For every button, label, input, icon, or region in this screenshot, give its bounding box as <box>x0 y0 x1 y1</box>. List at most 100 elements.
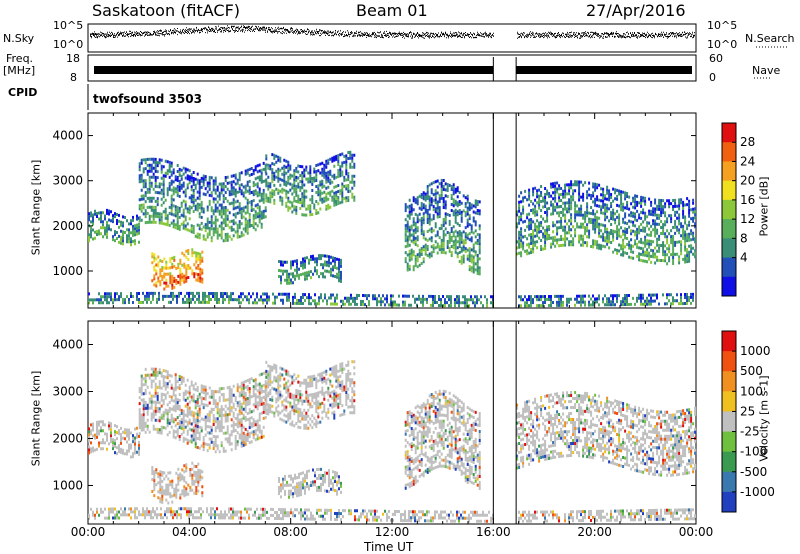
velocity-echo-band-4 <box>314 471 328 484</box>
velocity-colorbar-segment <box>722 351 736 372</box>
power-echo-band-7 <box>96 291 694 308</box>
velocity-colorbar-tick-label: 1000 <box>740 344 771 358</box>
velocity-echo-band-4 <box>280 483 282 487</box>
power-ytick-label: 4000 <box>52 129 83 143</box>
freq-band-right <box>516 66 692 74</box>
xtick-label: 08:00 <box>273 525 308 539</box>
velocity-colorbar-frame <box>721 330 737 513</box>
power-colorbar-frame <box>721 122 737 297</box>
power-echo-band-2 <box>265 152 356 214</box>
date-title: 27/Apr/2016 <box>586 1 686 20</box>
power-colorbar-tick-label: 28 <box>740 135 755 149</box>
velocity-colorbar-tick-label: -25 <box>740 425 760 439</box>
freq-tick-low: 8 <box>70 71 77 84</box>
cpid-value: twofsound 3503 <box>93 92 202 106</box>
velocity-echo-band-6 <box>516 391 697 477</box>
xtick-label: 16:00 <box>476 525 511 539</box>
power-colorbar-tick-label: 12 <box>740 212 755 226</box>
beam-title: Beam 01 <box>356 1 428 20</box>
velocity-colorbar-tick-label: 500 <box>740 364 763 378</box>
power-echo-band-4 <box>278 258 340 285</box>
velocity-echo-band-7 <box>96 507 672 523</box>
power-echo-band-0 <box>88 209 140 244</box>
power-echo-band-0 <box>90 211 140 245</box>
velocity-colorbar-tick-label: 100 <box>740 384 763 398</box>
power-echo-band-6 <box>516 180 697 259</box>
power-echo-band-7 <box>88 291 694 308</box>
velocity-echo-band-6 <box>528 402 697 474</box>
power-colorbar-segment <box>722 180 736 201</box>
power-colorbar-tick-label: 24 <box>740 154 755 168</box>
power-echo-band-1 <box>140 157 265 201</box>
velocity-colorbar-segment <box>722 411 736 433</box>
power-echo-band-3 <box>151 258 204 291</box>
velocity-colorbar-segment <box>722 451 736 473</box>
power-echo-band-7 <box>92 294 692 308</box>
velocity-echo-band-6 <box>516 399 697 473</box>
power-echo-band-5 <box>404 178 481 274</box>
velocity-colorbar-tick-label: -1000 <box>740 485 775 499</box>
power-colorbar-tick-label: 8 <box>740 231 748 245</box>
power-colorbar-segment <box>722 219 736 239</box>
velocity-echo-band-0 <box>88 424 112 452</box>
velocity-colorbar-segment <box>722 471 736 493</box>
nsky-label: N.Sky <box>3 32 35 45</box>
power-colorbar-segment <box>722 257 736 278</box>
freq-tick-high: 18 <box>66 52 80 65</box>
power-echo-band-6 <box>516 216 689 264</box>
power-echo-band-7 <box>88 298 688 308</box>
power-echo-band-2 <box>265 163 356 217</box>
freq-band-left <box>94 66 494 74</box>
nsearch-tick-low: 10^0 <box>707 38 738 51</box>
power-ytick-label: 3000 <box>52 174 83 188</box>
xtick-label: 04:00 <box>172 525 207 539</box>
velocity-echo-band-0 <box>132 440 140 454</box>
velocity-ytick-label: 3000 <box>52 384 83 398</box>
power-echo-band-5 <box>408 229 477 273</box>
cpid-label: CPID <box>8 86 38 99</box>
power-echo-band-4 <box>280 255 342 285</box>
velocity-echo-band-0 <box>114 434 134 455</box>
power-echo-band-5 <box>404 182 481 261</box>
freq-panel-frame <box>87 54 697 82</box>
nsky-tick-high: 10^5 <box>53 19 84 32</box>
power-echo-band-1 <box>138 157 267 243</box>
power-colorbar-segment <box>722 238 736 259</box>
power-colorbar-tick-label: 4 <box>740 251 748 265</box>
power-colorbar-tick-label: 20 <box>740 174 755 188</box>
power-colorbar-segment <box>722 199 736 220</box>
power-colorbar-tick-label: 16 <box>740 193 755 207</box>
nave-label: Nave <box>752 64 781 77</box>
velocity-echo-band-6 <box>520 394 697 462</box>
power-colorbar-segment <box>722 276 736 297</box>
xtick-label: 12:00 <box>375 525 410 539</box>
x-axis-label: Time UT <box>364 540 414 554</box>
power-echo-band-6 <box>516 180 697 265</box>
velocity-colorbar-segment <box>722 491 736 513</box>
xtick-label: 20:00 <box>577 525 612 539</box>
power-echo-band-4 <box>280 254 340 267</box>
power-colorbar-segment <box>722 161 736 182</box>
power-echo-band-0 <box>88 209 140 244</box>
velocity-echo-band-0 <box>88 420 140 459</box>
velocity-ytick-label: 2000 <box>52 431 83 445</box>
nsky-tick-low: 10^0 <box>53 38 84 51</box>
xtick-label: 00:00 <box>71 525 106 539</box>
velocity-colorbar-tick-label: -500 <box>740 465 767 479</box>
velocity-echo-band-4 <box>282 467 322 490</box>
velocity-echo-band-5 <box>404 389 481 490</box>
power-ytick-label: 2000 <box>52 219 83 233</box>
velocity-echo-band-1 <box>140 370 263 446</box>
power-colorbar-segment <box>722 142 736 162</box>
power-echo-band-5 <box>408 179 481 232</box>
velocity-colorbar-segment <box>722 431 736 453</box>
nsearch-label: N.Search <box>745 32 795 45</box>
freq-unit-label: [MHz] <box>3 64 36 77</box>
nave-tick-high: 60 <box>709 52 723 65</box>
velocity-colorbar-tick-label: -100 <box>740 445 767 459</box>
velocity-ytick-label: 1000 <box>52 478 83 492</box>
velocity-echo-band-2 <box>285 369 356 419</box>
velocity-ytick-label: 4000 <box>52 337 83 351</box>
power-echo-band-6 <box>516 186 697 266</box>
